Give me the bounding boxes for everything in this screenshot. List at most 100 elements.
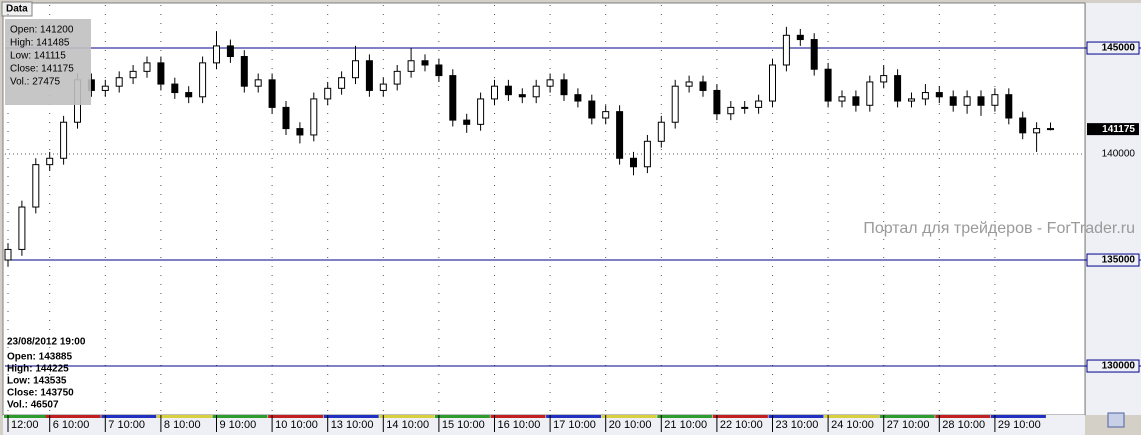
candle-body — [643, 140, 651, 168]
cursor-info-line: High: 144225 — [7, 364, 69, 375]
candle-body — [1005, 94, 1013, 119]
day-strip — [879, 415, 935, 418]
candle-body — [407, 60, 415, 72]
x-tick-label: 7 10:00 — [108, 419, 145, 431]
x-tick-label: 22 10:00 — [720, 419, 763, 431]
candle-body — [393, 70, 401, 85]
candle-body — [32, 164, 40, 208]
candle-body — [338, 77, 346, 89]
candle-body — [602, 111, 610, 119]
y-tick-label: 130000 — [1102, 361, 1136, 372]
y-tick-label: 140000 — [1102, 149, 1136, 160]
cursor-info-line: Open: 143885 — [7, 352, 72, 363]
day-strip — [546, 415, 602, 418]
tab[interactable] — [1, 1, 33, 17]
candle-body — [477, 98, 485, 125]
candle-body — [435, 64, 443, 77]
candle-body — [713, 89, 721, 115]
candle-body — [157, 62, 165, 85]
candle-body — [741, 106, 749, 109]
level-label-bg — [1086, 41, 1140, 55]
day-strip — [990, 415, 1046, 418]
candle-body — [852, 96, 860, 106]
day-strip — [156, 415, 212, 418]
candle-body — [560, 79, 568, 96]
day-strip — [323, 415, 379, 418]
candle-body — [727, 106, 735, 115]
candle-body — [546, 79, 554, 87]
candle-body — [963, 96, 971, 106]
candle-body — [949, 96, 957, 106]
candle-body — [268, 79, 276, 108]
candle-body — [880, 75, 888, 83]
candle-body — [616, 111, 624, 159]
candle-body — [4, 248, 12, 261]
x-tick-label: 24 10:00 — [831, 419, 874, 431]
data-window-line: Close: 141175 — [10, 64, 74, 75]
day-strip — [212, 415, 268, 418]
day-strip — [379, 415, 435, 418]
candle-body — [129, 70, 137, 79]
candle-body — [908, 98, 915, 102]
candle-body — [991, 94, 999, 106]
candle-body — [282, 106, 290, 130]
candle-body — [226, 45, 234, 58]
x-tick-label: 21 10:00 — [664, 419, 707, 431]
candle-body — [240, 56, 248, 87]
candle-body — [588, 100, 596, 119]
level-label-bg — [1086, 253, 1140, 267]
candle-body — [18, 206, 26, 250]
cursor-info-line: 23/08/2012 19:00 — [7, 337, 86, 348]
x-tick-label: 17 10:00 — [553, 419, 596, 431]
data-window-line: Vol.: 27475 — [10, 77, 60, 88]
candle-body — [463, 119, 471, 125]
day-strip — [268, 415, 324, 418]
x-tick-label: 14 10:00 — [386, 419, 429, 431]
day-strip — [45, 415, 101, 418]
candle-body — [838, 96, 846, 102]
x-tick-label: 23 10:00 — [776, 419, 819, 431]
data-window — [5, 19, 91, 105]
candle-body — [755, 100, 763, 108]
x-tick-label: 8 10:00 — [164, 419, 201, 431]
y-tick-label: 145000 — [1102, 43, 1136, 54]
candle-body — [171, 83, 179, 94]
candle-body — [310, 98, 318, 136]
day-strip — [768, 415, 824, 418]
candle-body — [46, 157, 54, 166]
candle-body — [352, 60, 359, 79]
candle-body — [657, 121, 665, 142]
cursor-info-line: Low: 143535 — [7, 376, 67, 387]
cursor-info-line: Vol.: 46507 — [7, 400, 59, 411]
x-tick-label: 10 10:00 — [275, 419, 318, 431]
day-strip — [434, 415, 490, 418]
x-tick-label: 12:00 — [11, 419, 39, 431]
x-tick-label: 9 10:00 — [220, 419, 257, 431]
candle-body — [769, 64, 776, 102]
level-label-bg — [1086, 359, 1140, 373]
x-tick-label: 28 10:00 — [942, 419, 985, 431]
candle-body — [796, 34, 804, 41]
candle-body — [977, 96, 985, 106]
candle-body — [1047, 128, 1054, 131]
day-strip — [601, 415, 657, 418]
day-strip — [824, 415, 880, 418]
price-label: 141175 — [1102, 124, 1135, 135]
candle-body — [296, 128, 304, 136]
tab-title: Data — [6, 4, 28, 15]
candle-body — [1033, 128, 1041, 134]
candle-body — [254, 79, 262, 87]
x-tick-label: 29 10:00 — [998, 419, 1041, 431]
time-axis — [3, 415, 1085, 435]
candle-body — [935, 92, 943, 98]
axis-button[interactable] — [1107, 412, 1125, 428]
data-window-line: High: 141485 — [10, 38, 70, 49]
plot-area — [2, 2, 1086, 416]
candle-body — [518, 94, 526, 98]
day-strip — [101, 415, 157, 418]
candle-body — [685, 81, 693, 87]
data-window-line: Low: 141115 — [10, 51, 66, 62]
candle-body — [449, 75, 457, 121]
